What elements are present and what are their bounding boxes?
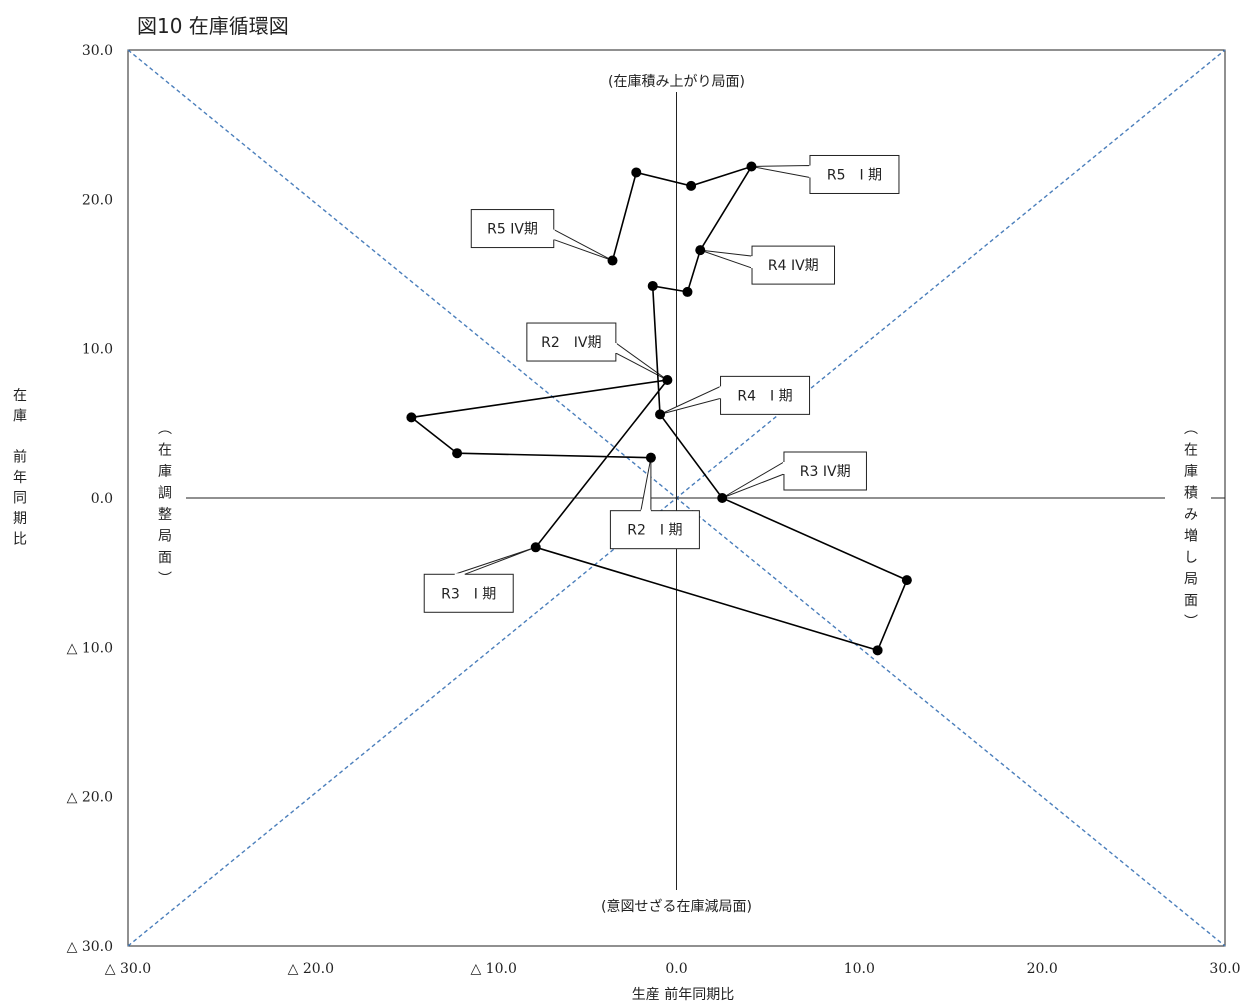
callout-leader xyxy=(640,457,652,512)
data-point xyxy=(647,280,658,291)
region-label-left: ︵在庫調整局面︶ xyxy=(158,421,172,588)
callout: R5 IV期 xyxy=(470,209,613,262)
x-tick-label: △ 10.0 xyxy=(470,961,516,977)
zero-axes xyxy=(186,92,1225,890)
callout: R3 IV期 xyxy=(721,451,867,499)
callout: R2 I 期 xyxy=(609,457,700,550)
data-point xyxy=(452,448,463,459)
x-tick-label: 20.0 xyxy=(1027,961,1058,977)
x-tick-label: 30.0 xyxy=(1209,961,1240,977)
callout-label: R5 I 期 xyxy=(827,167,882,183)
y-tick-label: △ 30.0 xyxy=(67,939,113,955)
callout-label: R4 I 期 xyxy=(737,388,792,404)
data-point xyxy=(607,255,618,266)
data-point xyxy=(717,493,728,503)
callout-leader xyxy=(721,461,785,499)
region-label-top: (在庫積み上がり局面) xyxy=(608,73,745,90)
series-line xyxy=(409,165,908,652)
data-point xyxy=(645,452,656,463)
callout-leader xyxy=(751,164,811,179)
callout-label: R4 IV期 xyxy=(768,258,819,274)
callout-leader xyxy=(659,385,722,415)
callout-box xyxy=(470,209,555,249)
data-point xyxy=(872,645,883,656)
data-point xyxy=(530,542,541,553)
x-tick-label: 0.0 xyxy=(665,961,687,977)
data-point xyxy=(406,412,417,423)
callout-box xyxy=(609,510,700,550)
callout-box xyxy=(423,573,514,613)
y-axis-title: 在庫 前年同期比 xyxy=(13,388,27,548)
callout-box xyxy=(526,322,617,362)
y-tick-labels: 30.0 20.0 10.0 0.0 △ 10.0 △ 20.0 △ 30.0 xyxy=(67,43,113,955)
y-tick-label: 30.0 xyxy=(82,43,113,59)
data-point xyxy=(695,245,706,256)
region-label-right: ︵在庫積み増し局面︶ xyxy=(1184,421,1198,631)
y-tick-label: 0.0 xyxy=(91,491,113,507)
callout: R4 I 期 xyxy=(659,375,811,415)
callout: R3 I 期 xyxy=(423,546,536,613)
series-path xyxy=(409,165,908,652)
y-tick-label: △ 20.0 xyxy=(67,790,113,806)
y-axis-title-text: 在庫 前年同期比 xyxy=(13,388,27,548)
callout-box xyxy=(809,154,900,194)
callout-label: R5 IV期 xyxy=(487,222,538,238)
y-tick-label: △ 10.0 xyxy=(67,640,113,656)
data-point xyxy=(686,180,697,191)
callout-leader xyxy=(700,249,753,269)
callout: R2 IV期 xyxy=(526,322,668,381)
callout-leader xyxy=(615,342,668,381)
callout-label: R2 I 期 xyxy=(627,523,682,539)
callout-label: R3 IV期 xyxy=(800,464,851,480)
region-label-bottom: (意図せざる在庫減局面) xyxy=(601,898,752,915)
y-tick-label: 10.0 xyxy=(82,342,113,358)
series-markers xyxy=(406,161,912,656)
x-tick-labels: △ 30.0 △ 20.0 △ 10.0 0.0 10.0 20.0 30.0 xyxy=(105,961,1241,977)
callout-label: R2 IV期 xyxy=(541,335,601,351)
data-point xyxy=(631,167,642,178)
y-tick-label: 20.0 xyxy=(82,192,113,208)
callout: R4 IV期 xyxy=(700,245,836,285)
chart-title: 図10 在庫循環図 xyxy=(137,14,289,38)
x-tick-label: 10.0 xyxy=(844,961,875,977)
data-point xyxy=(662,375,673,386)
x-tick-label: △ 20.0 xyxy=(288,961,334,977)
data-point xyxy=(746,161,757,172)
callout-box xyxy=(783,451,867,491)
callout-leader xyxy=(454,546,536,575)
x-tick-label: △ 30.0 xyxy=(105,961,151,977)
callout-box xyxy=(720,375,811,415)
x-axis-title: 生産 前年同期比 xyxy=(632,986,734,1003)
region-labels: (在庫積み上がり局面) (意図せざる在庫減局面) ︵在庫調整局面︶ ︵在庫積み増し局面… xyxy=(158,73,1198,915)
callout-leader xyxy=(553,228,613,262)
callout-label: R3 I 期 xyxy=(441,586,496,602)
data-point xyxy=(901,575,912,586)
data-point xyxy=(682,286,693,297)
data-point xyxy=(655,409,666,420)
callout: R5 I 期 xyxy=(751,154,900,194)
callouts: R2 I 期 R2 IV期 R3 I 期 R3 IV期 R4 I 期 R4 IV期 R5 I… xyxy=(423,154,900,613)
